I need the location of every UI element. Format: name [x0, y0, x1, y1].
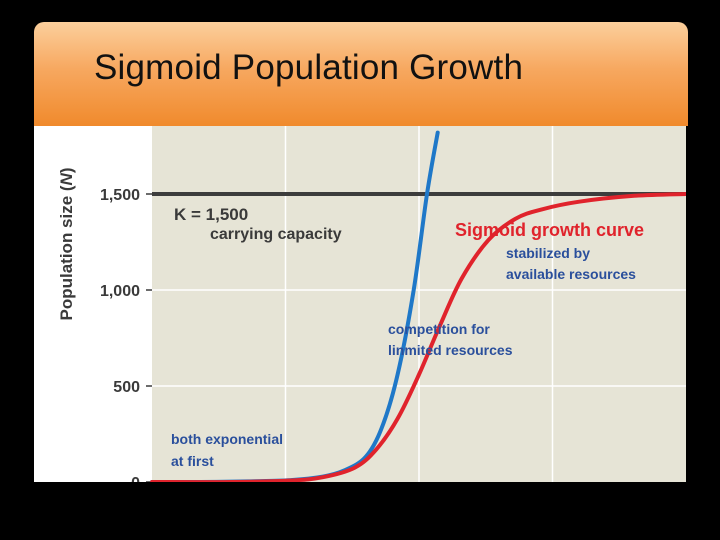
- sigmoid-growth-line: [150, 192, 686, 482]
- y-axis-label: Population size (N): [57, 167, 76, 320]
- chart-panel: 0 500 1,000 1,500 Population size (N) K = 1…: [34, 126, 686, 482]
- k-sublabel: carrying capacity: [210, 226, 342, 243]
- y-tick-label: 0: [131, 475, 140, 482]
- series-lines: [150, 130, 686, 482]
- competition-label-line2: linmited resources: [388, 342, 513, 358]
- y-tick-label: 1,500: [100, 187, 140, 204]
- exponential-label-line1: both exponential: [171, 431, 283, 447]
- k-label: K = 1,500: [174, 205, 248, 224]
- slide-title: Sigmoid Population Growth: [94, 48, 524, 87]
- y-tick-label: 500: [113, 379, 140, 396]
- competition-label-line1: competition for: [388, 321, 490, 337]
- y-tick-label: 1,000: [100, 283, 140, 300]
- title-bar: Sigmoid Population Growth: [34, 22, 688, 126]
- y-axis: 0 500 1,000 1,500: [100, 187, 152, 482]
- exponential-label-line2: at first: [171, 453, 214, 469]
- sigmoid-curve-label: Sigmoid growth curve: [455, 220, 644, 240]
- sigmoid-growth-chart: 0 500 1,000 1,500 Population size (N) K = 1…: [57, 126, 686, 482]
- stabilized-label-line2: available resources: [506, 266, 636, 282]
- stabilized-label-line1: stabilized by: [506, 245, 590, 261]
